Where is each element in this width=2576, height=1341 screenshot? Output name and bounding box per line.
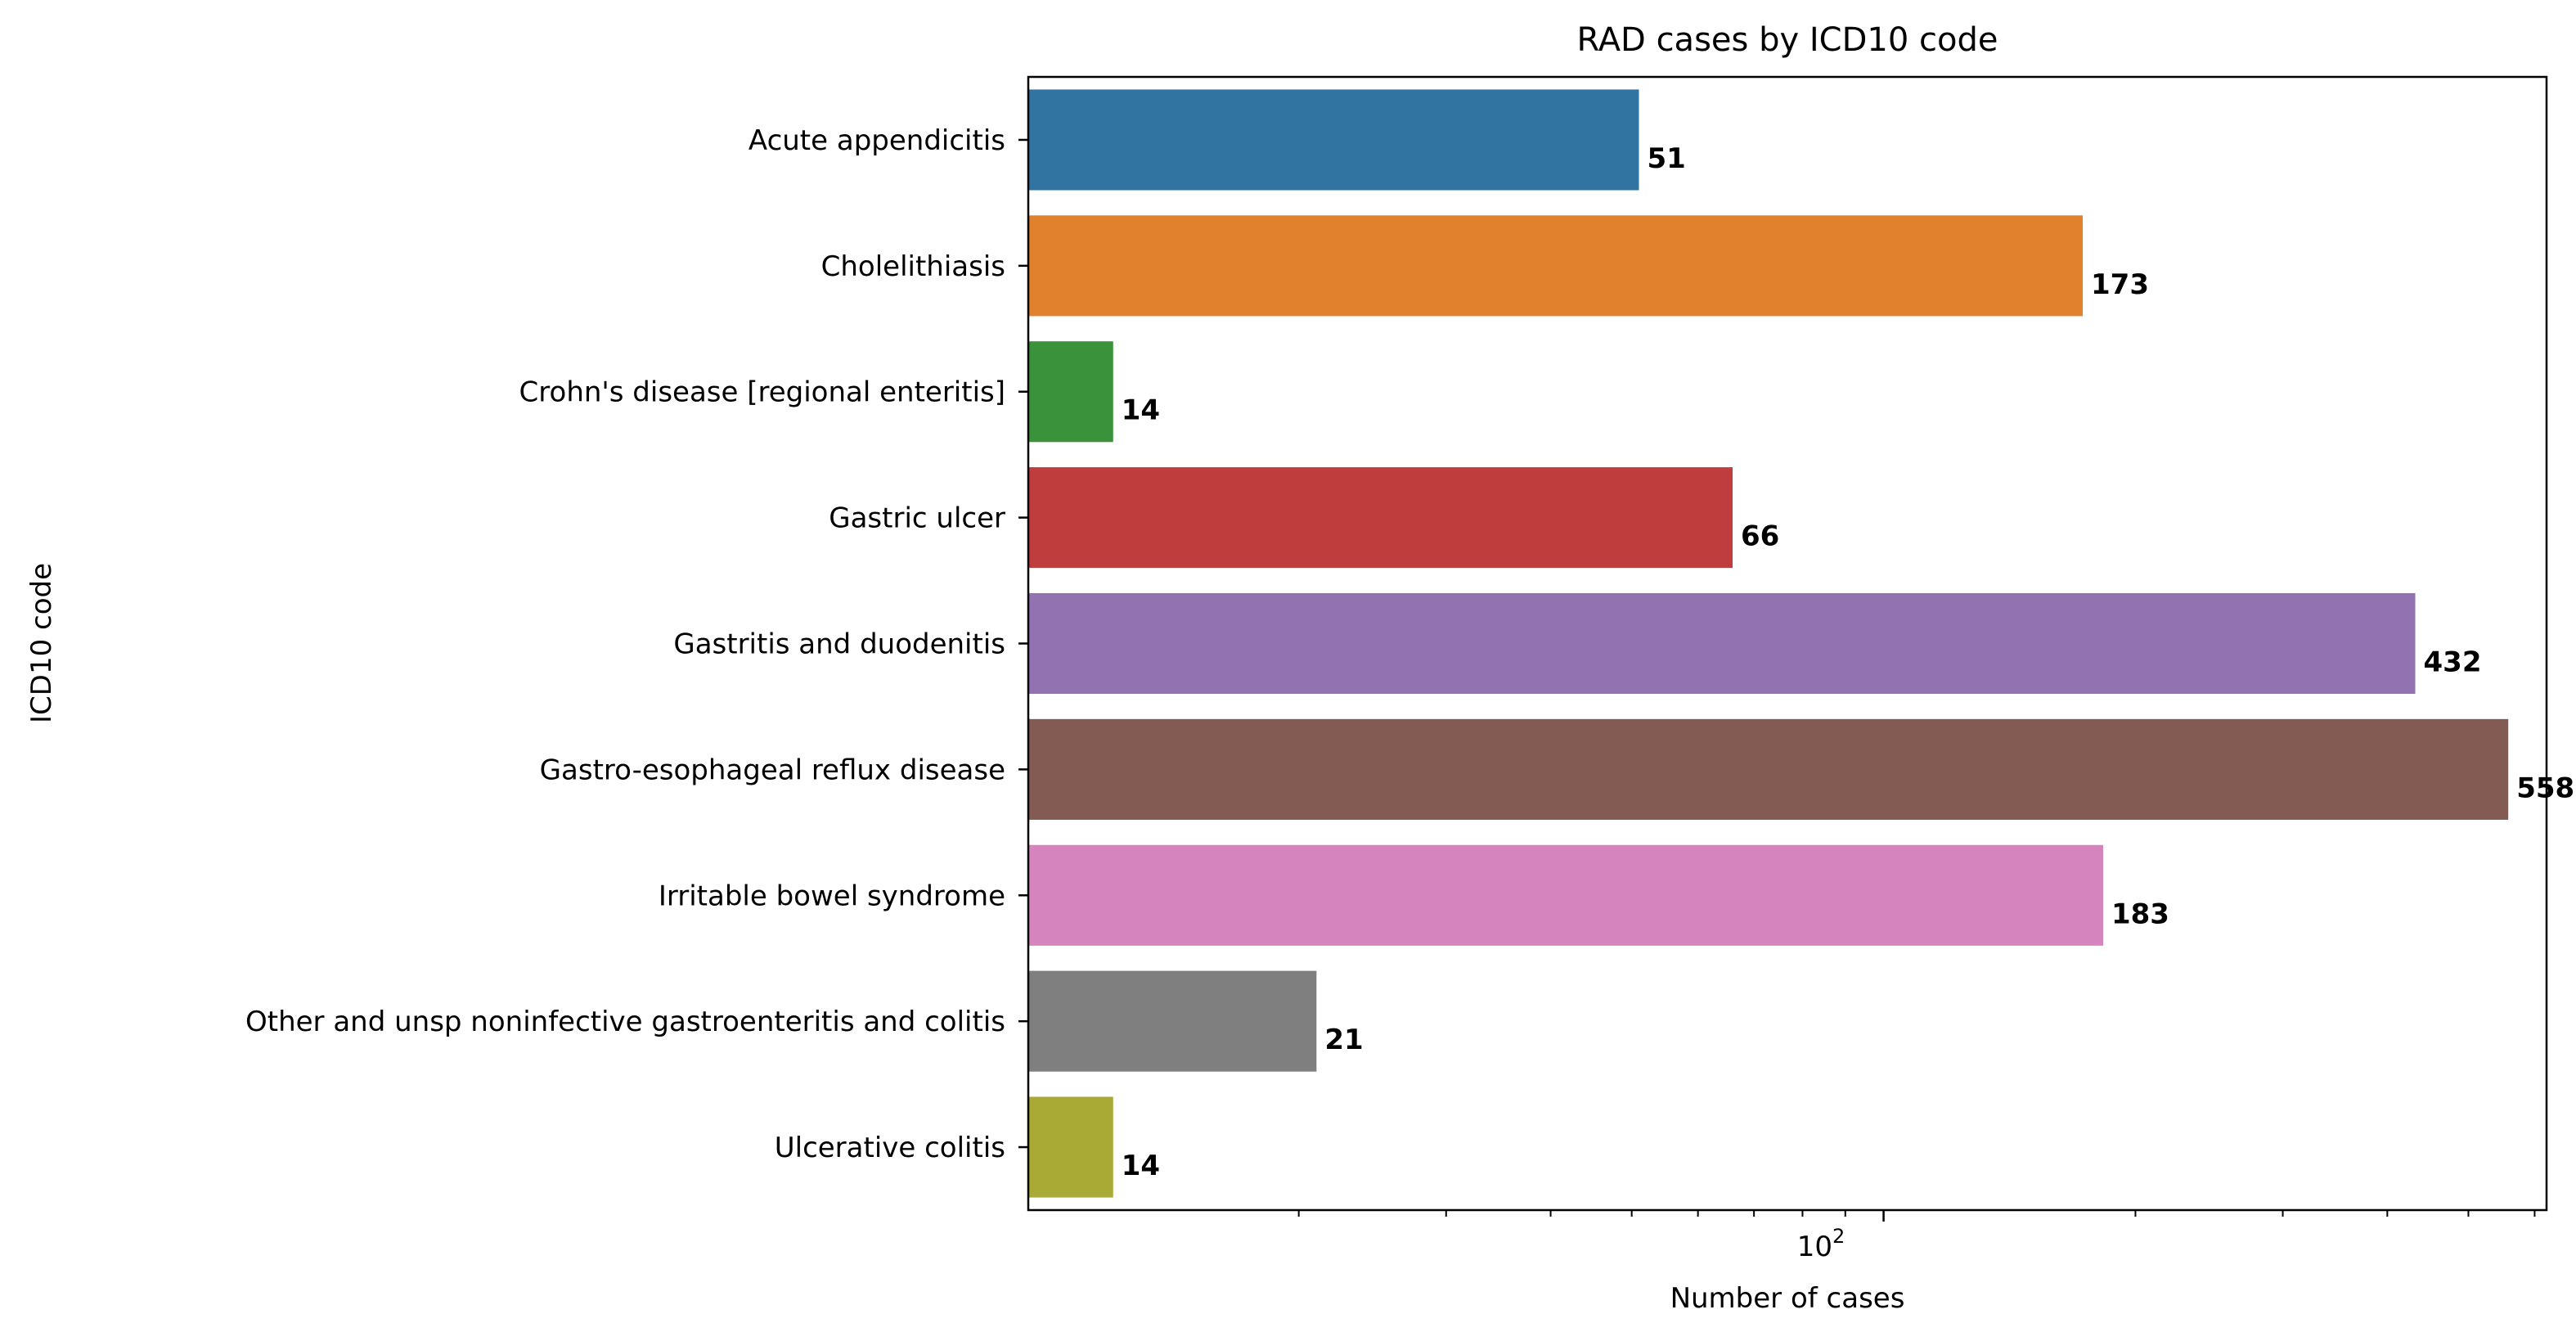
bar (1028, 1096, 1113, 1198)
category-label: Acute appendicitis (749, 124, 1005, 157)
bar (1028, 467, 1733, 569)
value-label: 14 (1122, 394, 1160, 427)
category-label: Cholelithiasis (821, 250, 1005, 283)
y-ticks-group (1018, 138, 1028, 1149)
category-label: Gastric ulcer (829, 502, 1005, 535)
x-major-tick-label: 102 (1797, 1225, 1845, 1263)
bar (1028, 215, 2084, 317)
value-labels-group: 51 173 14 66 432 558 183 21 14 (1122, 142, 2574, 1182)
x-tick-base: 10 (1797, 1231, 1832, 1263)
value-label: 21 (1324, 1024, 1363, 1056)
category-label: Irritable bowel syndrome (659, 880, 1005, 912)
bar (1028, 89, 1639, 191)
value-label: 173 (2091, 268, 2149, 301)
bars-group (1028, 89, 2509, 1198)
value-label: 66 (1741, 520, 1779, 553)
value-label: 51 (1647, 142, 1685, 175)
bar (1028, 970, 1317, 1072)
value-label: 558 (2516, 772, 2574, 804)
plot-frame (1027, 75, 2548, 1212)
x-tick-exponent: 2 (1832, 1225, 1845, 1248)
bar (1028, 592, 2416, 695)
category-label: Crohn's disease [regional enteritis] (519, 376, 1005, 409)
category-label: Gastritis and duodenitis (673, 628, 1005, 661)
bar (1028, 718, 2509, 820)
x-axis-label: Number of cases (1670, 1282, 1905, 1315)
y-axis-label: ICD10 code (25, 563, 58, 723)
value-label: 432 (2424, 646, 2482, 679)
value-label: 14 (1122, 1150, 1160, 1182)
chart-title: RAD cases by ICD10 code (1577, 21, 1998, 59)
category-labels-group: Acute appendicitis Cholelithiasis Crohn's … (245, 124, 1005, 1164)
value-label: 183 (2111, 898, 2169, 930)
category-label: Ulcerative colitis (775, 1132, 1005, 1164)
bar (1028, 341, 1113, 443)
x-ticks-group (1297, 1210, 2536, 1222)
category-label: Gastro-esophageal reflux disease (540, 754, 1005, 786)
category-label: Other and unsp noninfective gastroenteri… (245, 1006, 1005, 1038)
bar (1028, 844, 2103, 946)
